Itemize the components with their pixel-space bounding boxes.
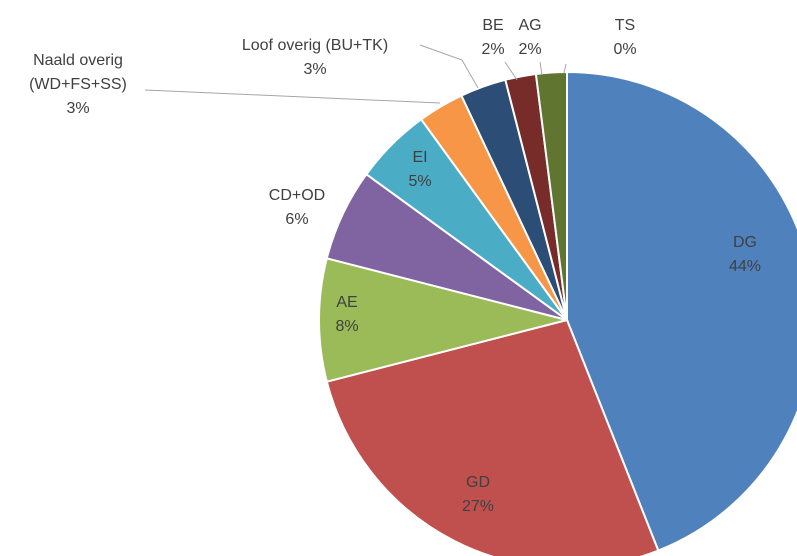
slice-label: AG 2%: [518, 14, 541, 62]
slices: [317, 70, 797, 556]
slice-value: 3%: [66, 100, 90, 117]
leader-line: [144, 89, 441, 104]
slice-value: 5%: [408, 173, 432, 190]
slice-label: EI 5%: [408, 146, 431, 194]
slice-value: 6%: [285, 211, 309, 228]
slice-value: 2%: [518, 41, 542, 58]
slice-value: 27%: [461, 498, 495, 515]
slice-label: DG 44%: [729, 231, 761, 279]
slice-name: CD+OD: [268, 187, 326, 204]
slice-value: 0%: [613, 41, 637, 58]
slice-name: Loof overig (BU+TK): [241, 37, 389, 54]
pie-slice: [566, 70, 797, 552]
slice-name: BE: [482, 17, 504, 34]
slice-label: Naald overig (WD+FS+SS) 3%: [3, 49, 153, 121]
slice-name: EI: [412, 149, 428, 166]
slice-value: 44%: [728, 258, 762, 275]
slice-name: AE: [336, 294, 358, 311]
slice-name: GD: [466, 474, 490, 491]
slice-value: 8%: [335, 318, 359, 335]
leader-line: [563, 63, 567, 74]
leader-line: [539, 61, 543, 76]
slice-label: GD 27%: [462, 471, 494, 519]
slice-label: BE 2%: [481, 14, 504, 62]
leader-line: [419, 44, 479, 89]
slice-name: AG: [518, 17, 542, 34]
pie-slice: [325, 318, 660, 556]
slice-name: DG: [733, 234, 757, 251]
slice-value: 2%: [481, 41, 505, 58]
slice-label: TS 0%: [613, 14, 636, 62]
pie-slice: [317, 257, 568, 383]
slice-value: 3%: [303, 61, 327, 78]
slice-name: TS: [614, 17, 636, 34]
leader-lines: [144, 44, 567, 104]
leader-line: [504, 61, 518, 81]
slice-label: CD+OD 6%: [269, 184, 325, 232]
slice-label: Loof overig (BU+TK) 3%: [242, 34, 388, 82]
slice-label: AE 8%: [335, 291, 358, 339]
slice-name: Naald overig (WD+FS+SS): [29, 52, 127, 93]
